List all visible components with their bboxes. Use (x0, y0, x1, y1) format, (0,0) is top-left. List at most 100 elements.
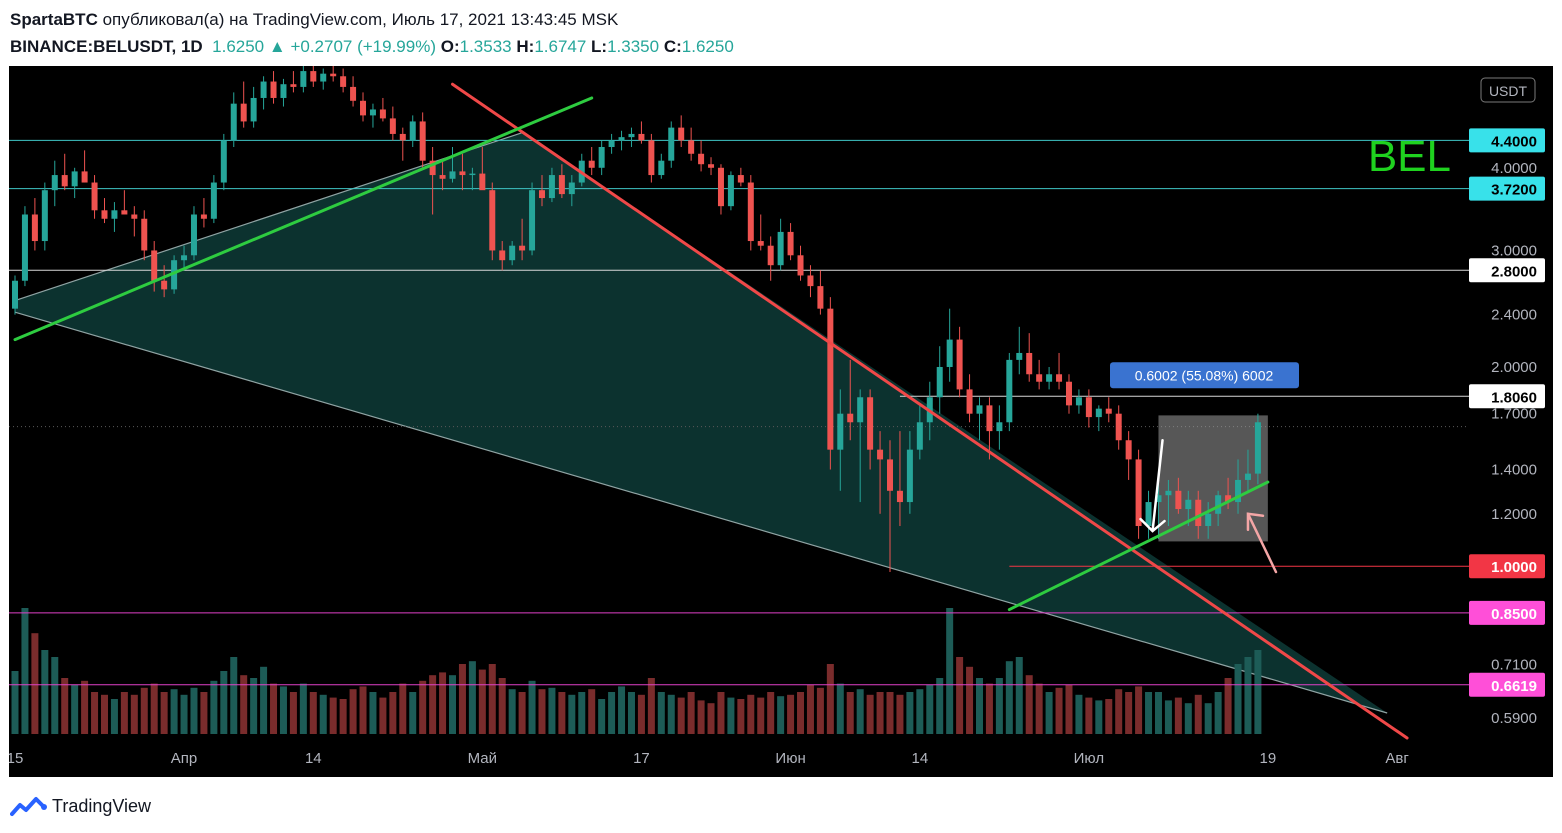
volume-bar (478, 669, 486, 734)
price-level-label: 1.8060 (1491, 389, 1537, 406)
x-tick-label: Апр (171, 750, 197, 767)
volume-bar (866, 694, 874, 734)
candle-body (230, 103, 237, 141)
volume-bar (608, 692, 616, 734)
close-value: 1.6250 (681, 37, 734, 56)
volume-bar (160, 692, 168, 734)
author-name[interactable]: SpartaBTC (10, 10, 98, 29)
candle-body (558, 175, 565, 195)
candle-body (429, 160, 436, 176)
candle-body (340, 76, 347, 87)
candle-body (151, 250, 158, 281)
y-tick-label: 2.0000 (1491, 359, 1537, 376)
volume-bar (1015, 657, 1023, 734)
candle-body (668, 127, 675, 161)
candle-body (399, 133, 406, 141)
currency-label: USDT (1489, 83, 1528, 99)
x-tick-label: Июн (775, 750, 805, 767)
candle-body (767, 245, 774, 266)
price-chart[interactable]: 0.6002 (55.08%) 6002 BEL USDT 4.0000 3.0000 2… (9, 66, 1553, 777)
candle-body (190, 214, 197, 256)
price-level-label-bg (1469, 672, 1545, 697)
high-value: 1.6747 (534, 37, 587, 56)
candle-body (598, 147, 605, 168)
candle-body (71, 171, 78, 187)
volume-bar (856, 689, 864, 734)
volume-bar (21, 608, 29, 734)
candle-body (1095, 408, 1102, 418)
candle-body (181, 255, 188, 261)
candle-body (698, 153, 705, 165)
volume-bar (498, 678, 506, 734)
volume-bar (379, 697, 387, 734)
volume-bar (210, 680, 218, 734)
candle-body (459, 171, 466, 176)
volume-bar (697, 700, 705, 734)
candle-body (817, 286, 824, 309)
volume-bar (826, 664, 834, 734)
volume-bar (747, 694, 755, 734)
volume-bar (1065, 685, 1073, 734)
volume-bar (1045, 692, 1053, 734)
volume-bar (727, 697, 735, 734)
volume-bar (389, 692, 397, 734)
candle-body (419, 121, 426, 161)
tradingview-logo-icon[interactable] (10, 794, 48, 818)
volume-bar (1184, 703, 1192, 734)
candle-body (81, 171, 88, 183)
volume-bar (1194, 694, 1202, 734)
y-tick-label: 0.7100 (1491, 657, 1537, 674)
volume-bar (61, 678, 69, 734)
candle-body (489, 190, 496, 251)
trendline-green-upper (13, 96, 594, 342)
candle-body (857, 397, 864, 423)
candle-body (678, 127, 685, 141)
candle-body (409, 121, 416, 141)
tradingview-brand[interactable]: TradingView (52, 795, 152, 816)
price-change: +0.2707 (+19.99%) (290, 37, 436, 56)
volume-bar (369, 692, 377, 734)
volume-bar (409, 692, 417, 734)
chart-panel[interactable]: 0.6002 (55.08%) 6002 BEL USDT 4.0000 3.0000 2… (9, 66, 1553, 777)
volume-bar (240, 675, 248, 734)
trendline-green-lower (1007, 480, 1270, 612)
candle-body (21, 214, 28, 281)
candle-body (240, 103, 247, 122)
volume-bar (419, 680, 427, 734)
footer: TradingView (10, 793, 151, 819)
candle-body (101, 210, 108, 219)
candle-body (161, 280, 168, 290)
candle-body (827, 308, 834, 450)
volume-bar (309, 692, 317, 734)
volume-bar (488, 664, 496, 734)
candle-body (727, 175, 734, 207)
price-level-label-bg (1469, 554, 1545, 579)
volume-bar (399, 683, 407, 734)
candle-body (896, 490, 903, 503)
candle-body (220, 140, 227, 183)
volume-bar (429, 675, 437, 734)
y-tick-label: 1.4000 (1491, 461, 1537, 478)
volume-bar (876, 692, 884, 734)
candle-body (1155, 495, 1162, 503)
candle-body (171, 260, 178, 290)
volume-bar (598, 699, 606, 734)
candle-body (618, 137, 625, 141)
publish-line: SpartaBTC опубликовал(а) на TradingView.… (10, 6, 1550, 33)
candle-body (439, 175, 446, 179)
volume-bar (230, 657, 238, 734)
candle-body (1215, 495, 1222, 514)
candle-body (1145, 502, 1152, 527)
price-level-label: 2.8000 (1491, 263, 1537, 280)
candle-body (1244, 473, 1251, 480)
y-tick-label: 1.7000 (1491, 406, 1537, 423)
symbol-name[interactable]: BINANCE:BELUSDT, 1D (10, 37, 203, 56)
candle-body (310, 71, 317, 82)
volume-bar (1214, 692, 1222, 734)
volume-bar (200, 692, 208, 734)
x-tick-label: 15 (9, 750, 23, 767)
volume-bar (1174, 697, 1182, 734)
candle-body (350, 86, 357, 101)
candle-body (111, 210, 118, 219)
volume-bar (906, 692, 914, 734)
